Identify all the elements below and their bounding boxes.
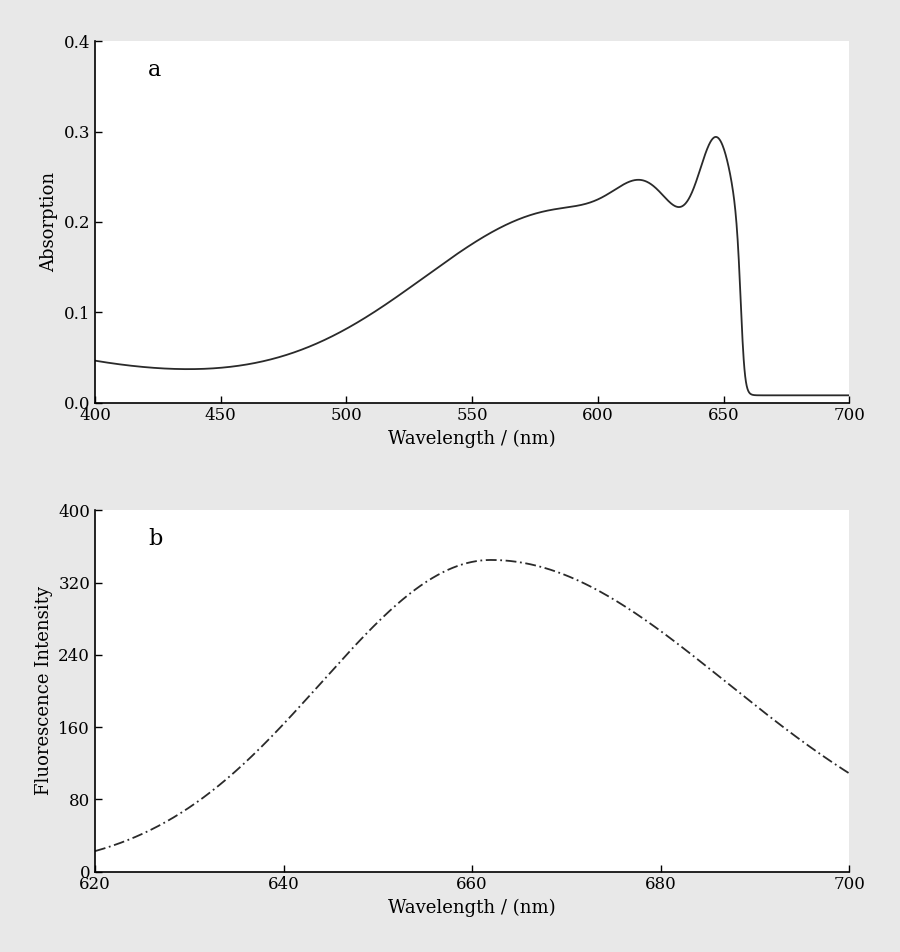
X-axis label: Wavelength / (nm): Wavelength / (nm) (389, 430, 556, 448)
Text: a: a (148, 59, 161, 81)
Y-axis label: Absorption: Absorption (40, 171, 58, 272)
X-axis label: Wavelength / (nm): Wavelength / (nm) (389, 899, 556, 918)
Text: b: b (148, 528, 162, 550)
Y-axis label: Fluorescence Intensity: Fluorescence Intensity (35, 586, 53, 796)
